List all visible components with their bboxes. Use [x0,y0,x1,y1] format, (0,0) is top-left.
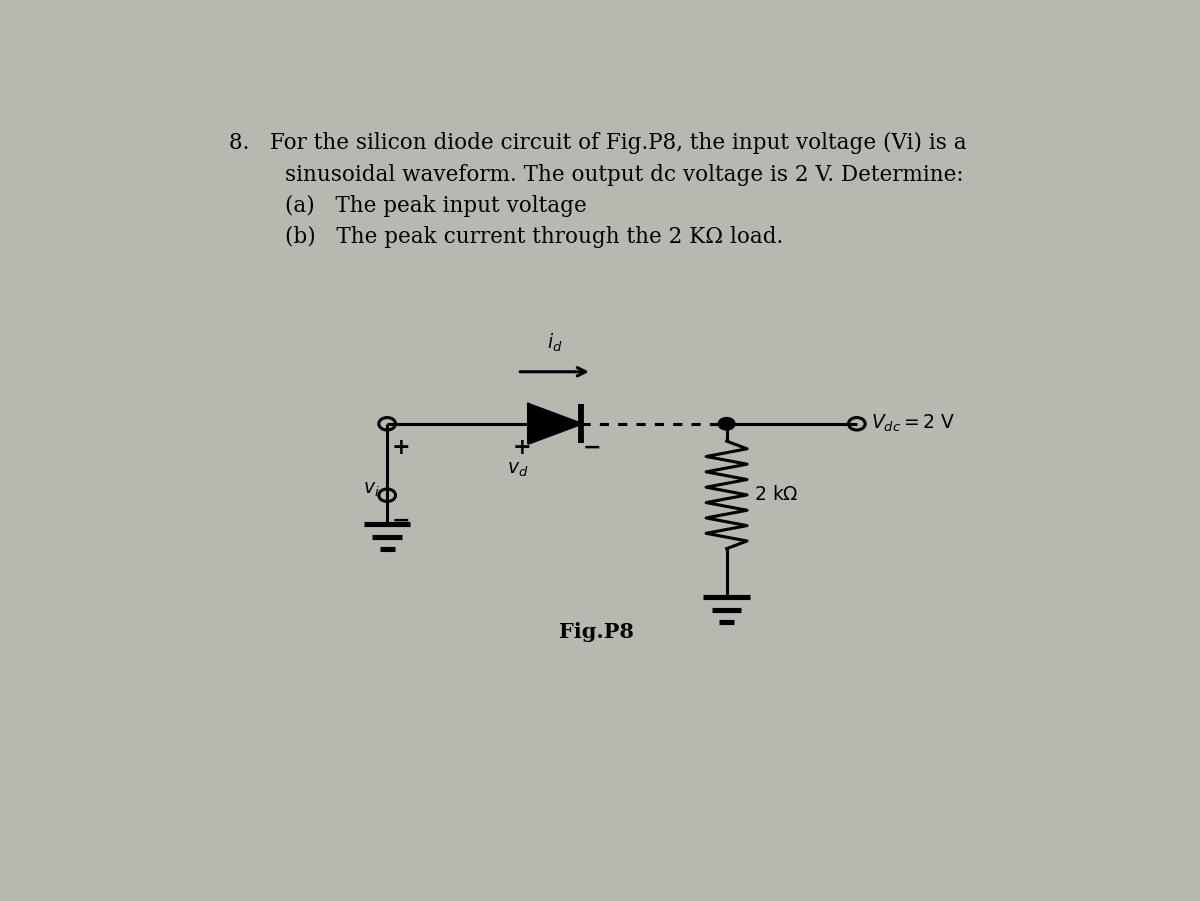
Text: (a)   The peak input voltage: (a) The peak input voltage [284,195,587,217]
Text: Fig.P8: Fig.P8 [559,622,634,642]
Polygon shape [528,405,581,443]
Text: $2\ \mathrm{k\Omega}$: $2\ \mathrm{k\Omega}$ [755,486,799,505]
Text: +: + [391,437,410,460]
Text: $i_d$: $i_d$ [547,332,563,354]
Text: $v_i$: $v_i$ [364,480,379,499]
Text: −: − [391,510,410,532]
Text: 8.   For the silicon diode circuit of Fig.P8, the input voltage (Vi) is a: 8. For the silicon diode circuit of Fig.… [229,132,967,154]
Circle shape [719,417,734,430]
Text: +: + [512,437,532,460]
Text: $V_{dc}=2\ \mathrm{V}$: $V_{dc}=2\ \mathrm{V}$ [871,414,955,434]
Text: sinusoidal waveform. The output dc voltage is 2 V. Determine:: sinusoidal waveform. The output dc volta… [284,164,964,186]
Text: (b)   The peak current through the 2 KΩ load.: (b) The peak current through the 2 KΩ lo… [284,226,784,248]
Text: −: − [582,437,601,460]
Text: $v_d$: $v_d$ [506,460,528,478]
